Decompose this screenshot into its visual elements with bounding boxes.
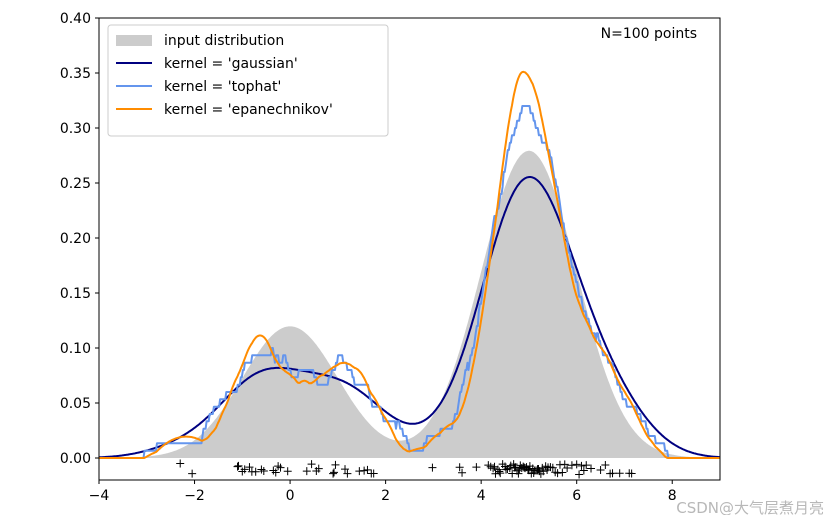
sample-marker [283,467,292,476]
sample-marker [251,467,260,476]
sample-marker [363,465,372,474]
sample-marker [259,467,268,476]
x-tick-label: 2 [381,488,390,504]
sample-marker [539,467,548,476]
x-tick-label: −2 [184,488,205,504]
sample-marker [608,469,617,478]
sample-marker [428,463,437,472]
sample-marker [455,463,464,472]
y-tick-label: 0.25 [60,176,91,192]
sample-marker [489,464,498,473]
sample-marker [331,460,340,469]
sample-marker [495,467,504,476]
sample-marker [528,464,537,473]
y-tick-label: 0.35 [60,66,91,82]
sample-marker [538,463,547,472]
y-tick-label: 0.00 [60,451,91,467]
sample-marker [601,461,610,470]
sample-marker [360,466,369,475]
sample-marker [548,463,557,472]
legend-label: kernel = 'gaussian' [164,56,298,72]
sample-marker [519,462,528,471]
sample-marker [587,464,596,473]
x-tick-label: 8 [668,488,677,504]
sample-marker [579,466,588,475]
axes-frame [98,17,721,481]
sample-marker [176,459,185,468]
sample-marker [330,468,339,477]
sample-marker [558,468,567,477]
y-tick-label: 0.40 [60,11,91,27]
annotation-n-points: N=100 points [601,26,697,42]
y-tick-label: 0.10 [60,341,91,357]
sample-marker [615,469,624,478]
sample-marker [329,469,338,478]
input-distribution-area [99,150,720,459]
sample-marker [343,469,352,478]
legend-swatch-input [116,35,152,46]
sample-marker [458,468,467,477]
sample-marker [472,463,481,472]
legend-label: kernel = 'tophat' [164,79,281,95]
legend-box [107,24,389,137]
sample-marker [188,469,197,478]
legend-label: input distribution [164,33,284,49]
sample-marker [369,469,378,478]
sample-marker [302,467,311,476]
sample-marker [341,465,350,474]
sample-marker [596,466,605,475]
x-tick-label: 0 [286,488,295,504]
sample-marker [234,461,243,470]
sample-marker [314,464,323,473]
sample-marker [509,460,518,469]
sample-marker [523,465,532,474]
sample-marker [577,461,586,470]
y-tick-label: 0.30 [60,121,91,137]
sample-marker [534,465,543,474]
sample-marker [575,470,584,479]
sample-marker [514,469,523,478]
sample-marker [553,469,562,478]
sample-marker [563,463,572,472]
sample-marker [627,469,636,478]
y-tick-label: 0.15 [60,286,91,302]
legend: input distribution kernel = 'gaussian' ker… [107,24,389,137]
sample-marker [572,460,581,469]
y-tick-label: 0.20 [60,231,91,247]
sample-marker [496,469,505,478]
sample-marker [233,462,242,471]
sample-marker [245,463,254,472]
sample-marker [582,461,591,470]
sample-marker [276,463,285,472]
kde-line-gaussian [99,176,720,459]
x-tick-label: 4 [477,488,486,504]
kde-line-epanechnikov [99,70,720,459]
kde-line-tophat [99,105,720,459]
sample-marker [240,465,249,474]
y-tick-label: 0.05 [60,396,91,412]
sample-marker [501,465,510,474]
sample-marker [567,461,576,470]
legend-label: kernel = 'epanechnikov' [164,102,333,118]
x-tick-label: 6 [572,488,581,504]
x-tick-label: −4 [89,488,110,504]
sample-marker [511,463,520,472]
sample-marker [271,468,280,477]
watermark: CSDN@大气层煮月亮 [676,499,824,515]
sample-marker [307,460,316,469]
